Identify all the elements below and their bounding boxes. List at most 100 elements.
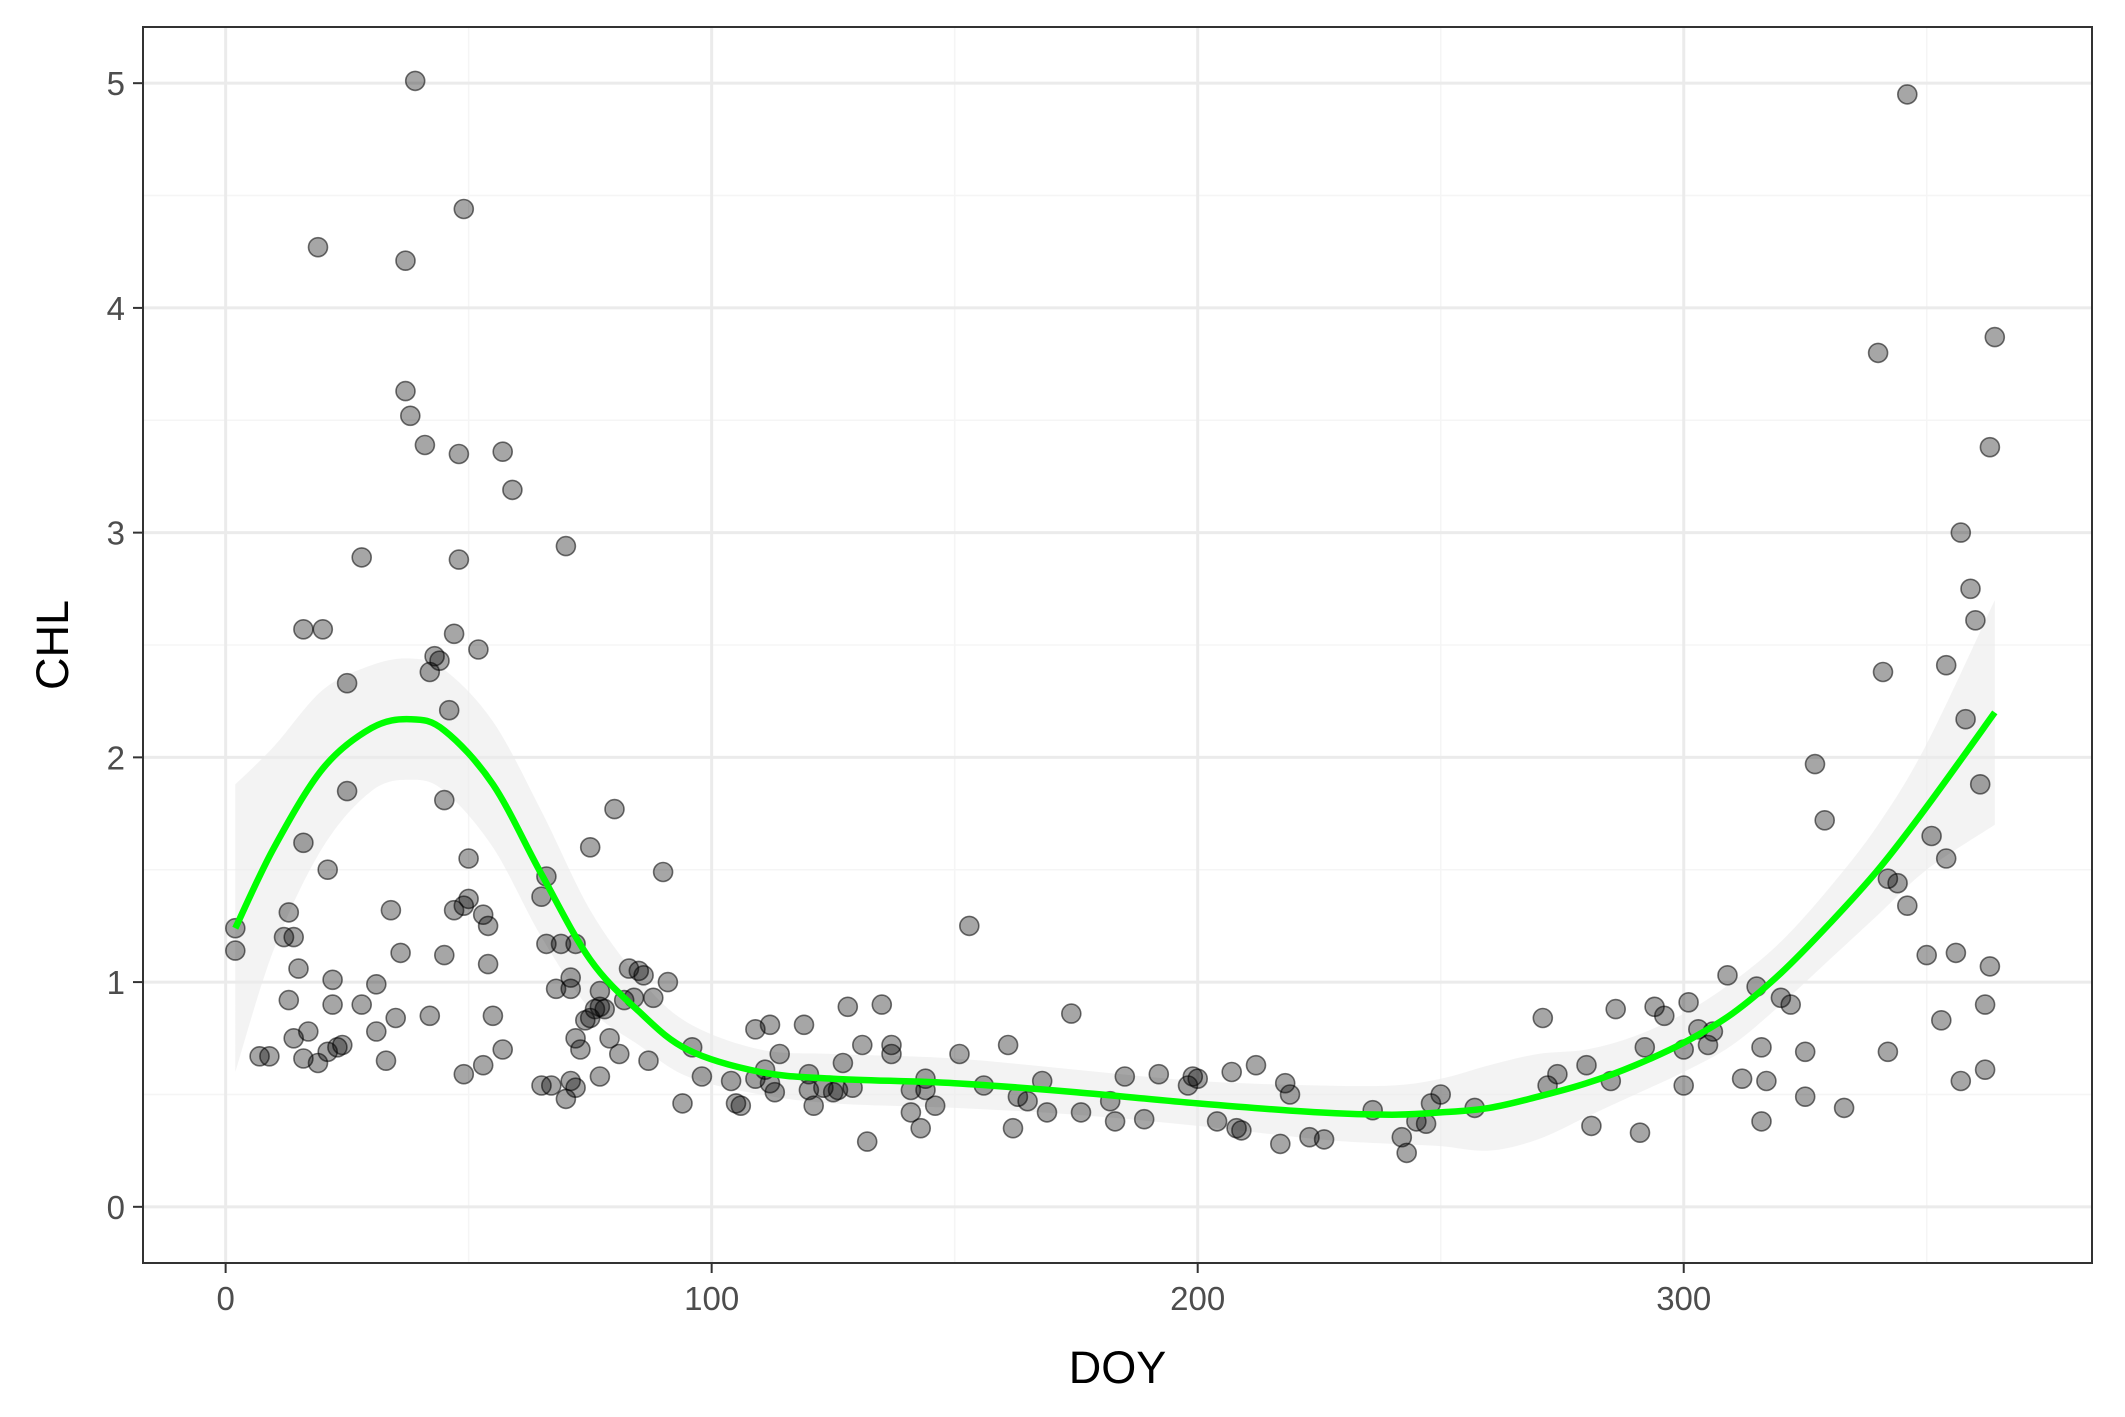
- data-point: [468, 639, 489, 660]
- data-point: [1532, 1007, 1554, 1029]
- data-point: [472, 904, 494, 926]
- data-point: [1897, 84, 1918, 105]
- data-point: [1794, 1086, 1816, 1107]
- y-tick-label: 5: [107, 65, 125, 102]
- y-axis-ticks: 0 1 2 3 4 5: [107, 65, 143, 1226]
- data-point: [1017, 1090, 1038, 1112]
- data-point: [1133, 1108, 1155, 1130]
- data-point: [1270, 1133, 1291, 1155]
- data-point: [1974, 994, 1996, 1015]
- data-point: [545, 978, 567, 1000]
- data-point: [1935, 654, 1957, 676]
- data-point: [1717, 964, 1738, 986]
- data-point: [958, 915, 980, 937]
- data-point: [1245, 1054, 1267, 1076]
- data-point: [351, 547, 373, 568]
- data-point: [1313, 1129, 1335, 1150]
- x-tick-label: 300: [1656, 1280, 1711, 1317]
- y-tick-label: 2: [107, 739, 125, 776]
- data-point: [837, 996, 859, 1018]
- data-point: [1114, 1066, 1136, 1087]
- data-point: [399, 405, 421, 427]
- data-point: [1897, 895, 1918, 917]
- data-point: [365, 1021, 387, 1042]
- data-point: [1935, 848, 1957, 869]
- data-point: [380, 899, 402, 921]
- x-axis-title: DOY: [1069, 1342, 1167, 1393]
- data-point: [1872, 661, 1894, 683]
- data-point: [1974, 1059, 1996, 1080]
- data-point: [604, 798, 625, 820]
- data-point: [1002, 1117, 1024, 1139]
- data-point: [331, 1034, 353, 1056]
- data-point: [1916, 944, 1937, 966]
- data-point: [1950, 1070, 1972, 1092]
- data-point: [419, 1005, 441, 1027]
- data-point: [288, 958, 309, 979]
- data-point: [720, 1070, 742, 1092]
- data-point: [550, 933, 572, 955]
- data-point: [433, 944, 455, 966]
- data-point: [1430, 1084, 1451, 1105]
- data-point: [225, 940, 246, 961]
- data-point: [540, 1075, 562, 1096]
- data-point: [293, 832, 314, 854]
- data-point: [1877, 1041, 1899, 1063]
- data-point: [910, 1117, 932, 1139]
- y-tick-label: 4: [107, 290, 125, 327]
- data-point: [1396, 1142, 1417, 1164]
- data-point: [1756, 1070, 1777, 1092]
- data-point: [730, 1095, 752, 1116]
- data-point: [1867, 342, 1889, 364]
- x-tick-label: 100: [684, 1280, 739, 1317]
- data-point: [1673, 1075, 1694, 1096]
- data-point: [1678, 991, 1699, 1013]
- data-point: [429, 650, 450, 672]
- x-tick-label: 200: [1170, 1280, 1225, 1317]
- data-point: [1751, 1037, 1772, 1058]
- data-point: [1221, 1061, 1242, 1083]
- smooth-line: [232, 710, 1998, 1118]
- data-point: [297, 1021, 319, 1042]
- data-point: [336, 780, 358, 802]
- data-point: [404, 70, 426, 92]
- data-point: [881, 1034, 902, 1056]
- data-point: [1814, 809, 1835, 831]
- data-point: [1581, 1115, 1602, 1137]
- data-point: [477, 953, 499, 975]
- data-point: [414, 434, 436, 456]
- data-point: [1391, 1126, 1413, 1148]
- data-point: [395, 380, 416, 402]
- data-point: [764, 1081, 786, 1103]
- data-point: [1654, 1005, 1675, 1027]
- data-point: [565, 1028, 586, 1049]
- data-point: [477, 915, 499, 937]
- data-point: [900, 1102, 922, 1123]
- data-point: [1231, 1120, 1252, 1141]
- data-point: [1804, 753, 1826, 775]
- data-point: [472, 1054, 494, 1076]
- data-point: [259, 1046, 280, 1067]
- data-point: [1945, 942, 1967, 964]
- data-point: [1921, 825, 1942, 847]
- data-point: [1955, 708, 1976, 730]
- data-point: [1780, 994, 1801, 1015]
- data-point: [443, 623, 465, 645]
- data-point: [565, 1077, 586, 1098]
- data-point: [691, 1066, 713, 1087]
- data-point: [589, 1066, 611, 1087]
- data-point: [759, 1014, 781, 1036]
- data-point: [1036, 1102, 1058, 1123]
- y-tick-label: 3: [107, 515, 125, 552]
- data-point: [633, 964, 654, 986]
- data-point: [448, 443, 470, 465]
- data-point: [803, 1095, 825, 1116]
- data-point: [502, 479, 523, 501]
- data-point: [579, 836, 601, 858]
- data-point: [1965, 609, 1986, 631]
- data-point: [283, 926, 305, 948]
- data-point: [322, 994, 343, 1015]
- data-point: [536, 933, 557, 955]
